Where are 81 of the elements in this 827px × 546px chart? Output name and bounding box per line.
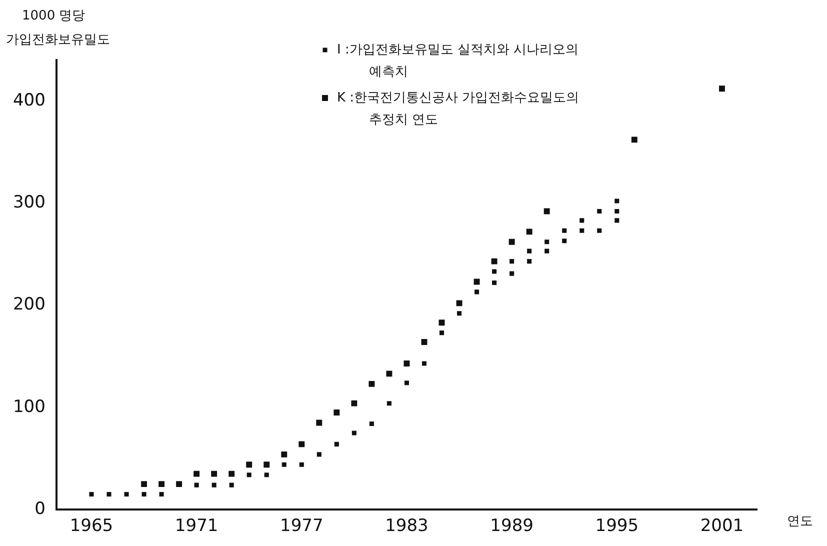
point [352, 430, 356, 436]
point [386, 370, 392, 377]
point [631, 136, 638, 143]
point [580, 218, 584, 223]
point [264, 462, 270, 468]
point [316, 420, 322, 426]
point [386, 401, 392, 406]
point [422, 361, 427, 366]
point [404, 360, 410, 366]
point [212, 482, 216, 488]
point [492, 280, 497, 286]
point [281, 451, 288, 458]
point [456, 300, 462, 306]
y-tick-label: 400 [12, 90, 46, 110]
point [614, 198, 620, 204]
x-tick-label: 1971 [174, 516, 218, 536]
y-tick-label: 100 [12, 396, 46, 417]
point [510, 259, 514, 264]
point [298, 441, 305, 448]
point [562, 238, 567, 244]
point [527, 259, 532, 264]
point [526, 228, 532, 235]
y-tick-label: 200 [12, 294, 46, 315]
point [124, 492, 129, 497]
point [334, 410, 340, 416]
legend-label: K :한국전기통신공사 가입전화수요밀도의 추정치 연도 [337, 90, 580, 128]
point [508, 238, 515, 245]
x-tick-label: 1989 [490, 516, 534, 536]
point [562, 228, 567, 233]
point [544, 240, 550, 244]
point [176, 481, 182, 488]
point [89, 492, 94, 497]
point [229, 482, 234, 488]
x-tick-label: 1965 [70, 516, 114, 536]
point [404, 380, 409, 386]
point [439, 330, 444, 336]
point [474, 290, 480, 294]
point [282, 462, 286, 467]
point [597, 228, 602, 233]
point [510, 271, 514, 276]
x-axis-title: 연도 [787, 514, 813, 529]
point [457, 311, 462, 316]
point [194, 470, 200, 477]
point [316, 452, 322, 457]
point [106, 492, 112, 497]
point [544, 208, 550, 214]
point [421, 339, 428, 345]
point [142, 492, 146, 497]
point [597, 208, 602, 214]
point [368, 380, 375, 387]
point [159, 492, 164, 497]
point [438, 320, 445, 326]
x-tick-label: 1995 [595, 516, 639, 536]
point [334, 442, 339, 446]
x-tick-label: 1983 [385, 516, 428, 536]
point [194, 482, 199, 488]
y-tick-label: 300 [12, 192, 46, 212]
point [264, 472, 269, 478]
point [492, 269, 497, 274]
x-tick-label: 2001 [700, 516, 744, 536]
point [351, 400, 358, 406]
point [544, 248, 550, 254]
point [491, 258, 498, 264]
y-tick-label: 0 [34, 499, 46, 520]
point [527, 248, 532, 254]
point [299, 462, 304, 467]
point [228, 470, 235, 477]
point [719, 86, 725, 92]
point [246, 472, 252, 478]
point [369, 422, 374, 426]
point [141, 481, 147, 488]
x-tick-label: 1977 [280, 516, 324, 536]
point [580, 228, 584, 233]
y-axis-title: 1000 명당 가입전화보유밀도 [6, 8, 110, 48]
point [158, 481, 165, 488]
point [614, 218, 620, 223]
point [614, 208, 620, 214]
point [246, 462, 252, 468]
legend-label: I :가입전화보유밀도 실적치와 시나리오의 예측치 [337, 42, 579, 80]
point [474, 278, 480, 285]
point [211, 470, 218, 477]
